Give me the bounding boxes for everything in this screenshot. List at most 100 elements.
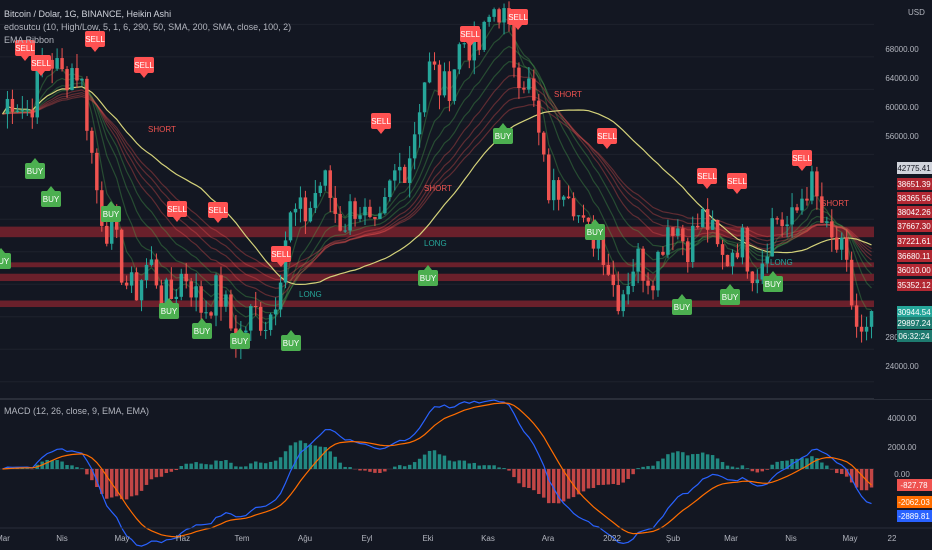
time-axis-label: Ara — [542, 534, 555, 543]
macd-histogram-bar — [204, 464, 208, 469]
price-axis-level-label: 36010.00 — [897, 266, 931, 275]
candle-body — [298, 197, 303, 209]
macd-histogram-bar — [720, 462, 725, 469]
macd-histogram-bar — [258, 462, 263, 469]
macd-histogram-bar — [839, 468, 844, 475]
macd-histogram-bar — [859, 468, 864, 491]
macd-histogram-bar — [477, 465, 481, 469]
macd-histogram-bar — [765, 468, 769, 470]
buy-signal-box — [281, 335, 301, 351]
macd-histogram-bar — [760, 468, 765, 472]
candle-body — [144, 264, 149, 281]
short-label: SHORT — [821, 199, 849, 208]
candle-body — [402, 166, 407, 183]
macd-histogram-bar — [770, 464, 774, 469]
buy-signal-box — [25, 163, 45, 179]
candle-body — [765, 256, 769, 264]
candle-body — [164, 279, 169, 305]
macd-histogram-bar — [244, 466, 248, 469]
macd-histogram-bar — [333, 456, 337, 469]
candle-body — [666, 227, 670, 255]
macd-histogram-bar — [119, 468, 124, 500]
buy-signal-pointer — [165, 298, 173, 303]
macd-histogram-bar — [328, 451, 332, 469]
candle-body — [695, 225, 700, 228]
price-axis-level-label: 42775.41 — [897, 164, 931, 173]
candle-body — [358, 215, 362, 219]
candle-body — [75, 68, 79, 81]
candle-body — [70, 68, 74, 91]
candle-body — [497, 9, 501, 23]
sell-signal-box — [15, 40, 35, 56]
time-axis-label: Eki — [422, 534, 433, 543]
candle-body — [159, 285, 164, 305]
candle-body — [517, 67, 521, 89]
candle-body — [412, 134, 417, 159]
macd-histogram-bar — [517, 468, 521, 484]
macd-histogram-bar — [780, 460, 784, 469]
ema-ribbon-line — [2, 45, 872, 314]
candle-body — [681, 228, 685, 242]
sell-signal-label: SELL — [85, 35, 105, 44]
buy-signal-pointer — [198, 318, 206, 323]
macd-histogram-bar — [417, 458, 422, 469]
macd-histogram-bar — [581, 468, 586, 492]
price-axis-level-box — [897, 264, 932, 276]
macd-histogram-bar — [129, 468, 134, 497]
macd-histogram-bar — [546, 468, 551, 504]
candle-body — [209, 312, 213, 316]
candle-body — [105, 225, 109, 244]
candle-body — [512, 24, 516, 68]
candle-body — [55, 58, 59, 69]
macd-histogram-bar — [740, 465, 745, 469]
macd-histogram-bar — [45, 459, 49, 469]
ribbon-legend[interactable]: EMA Ribbon — [4, 35, 55, 45]
sell-signal-pointer — [733, 189, 741, 194]
macd-histogram-bar — [278, 457, 283, 469]
buy-signal-box — [720, 289, 740, 305]
buy-signal-box — [672, 299, 692, 315]
macd-legend[interactable]: MACD (12, 26, close, 9, EMA, EMA) — [4, 406, 150, 416]
candle-body — [770, 218, 774, 257]
macd-histogram-bar — [691, 454, 695, 469]
sell-signal-label: SELL — [208, 206, 228, 215]
sell-signal: SELL — [167, 201, 187, 222]
macd-histogram-bar — [55, 460, 59, 469]
macd-histogram-bar — [224, 460, 228, 469]
macd-histogram-bar — [472, 462, 476, 469]
macd-histogram-bar — [715, 458, 720, 469]
price-axis-level-box — [897, 330, 932, 342]
buy-signal-box — [101, 206, 121, 222]
macd-axis-value-box — [897, 479, 932, 491]
macd-histogram-bar — [358, 468, 362, 471]
macd-histogram-bar — [293, 442, 298, 469]
macd-histogram-bar — [750, 468, 755, 472]
macd-histogram-bar — [95, 468, 99, 487]
buy-signal-pointer — [107, 201, 115, 206]
candle-body — [586, 217, 591, 222]
candle-body — [566, 196, 571, 199]
macd-histogram-bar — [785, 460, 789, 469]
macd-histogram-bar — [427, 450, 432, 469]
macd-histogram-bar — [189, 463, 193, 469]
candle-body — [745, 227, 750, 272]
candle-body — [318, 185, 323, 194]
time-axis-label: May — [842, 534, 857, 543]
buy-signal-pointer — [591, 219, 599, 224]
price-axis-level-label: 37667.30 — [897, 222, 931, 231]
indicator-legend[interactable]: edosutcu (10, High/Low, 5, 1, 6, 290, 50… — [4, 22, 292, 32]
sell-signal-box — [371, 113, 391, 129]
candle-body — [15, 110, 20, 112]
macd-histogram-bar — [407, 464, 412, 469]
price-axis-level-box — [897, 306, 932, 318]
sell-signal-box — [134, 57, 154, 73]
candle-body — [328, 170, 332, 198]
candle-body — [427, 61, 432, 83]
macd-histogram-bar — [134, 468, 139, 496]
macd-histogram-bar — [601, 468, 606, 485]
sell-signal-pointer — [466, 42, 474, 47]
sell-signal: SELL — [85, 31, 105, 52]
buy-signal-pointer — [287, 330, 295, 335]
time-axis-label: May — [114, 534, 129, 543]
